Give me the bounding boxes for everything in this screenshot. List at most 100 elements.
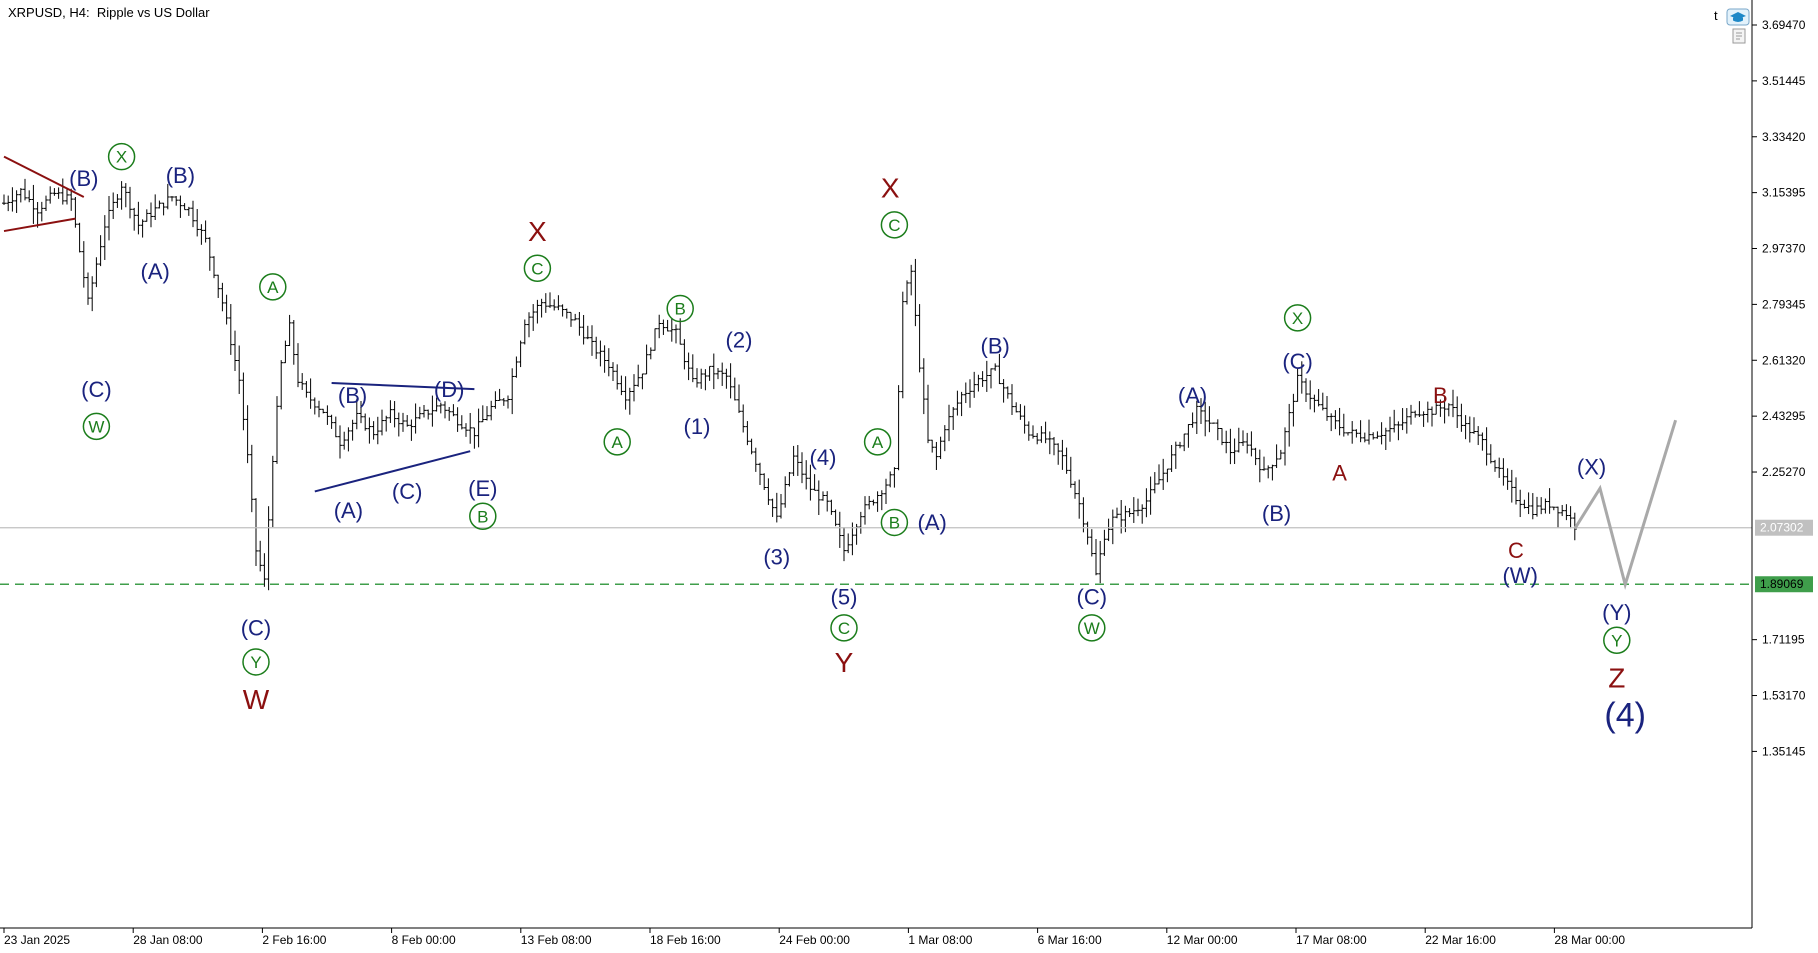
- x-tick-label: 28 Jan 08:00: [133, 933, 203, 947]
- wave-label: X: [881, 172, 900, 203]
- wave-label: A: [1332, 461, 1347, 486]
- x-tick-label: 24 Feb 00:00: [779, 933, 850, 947]
- wave-label: (C): [392, 479, 423, 504]
- wave-label-text: W: [1084, 619, 1100, 638]
- wave-label-text: (C): [241, 616, 272, 641]
- x-tick-label: 17 Mar 08:00: [1296, 933, 1367, 947]
- wave-label: W: [82, 412, 111, 441]
- wave-label-text: (A): [918, 510, 947, 535]
- wave-label: (A): [918, 510, 947, 535]
- wave-label: X: [1283, 304, 1312, 332]
- wave-label-circle: [469, 502, 497, 531]
- wave-label: (A): [1178, 383, 1207, 408]
- wave-label-text: Y: [250, 653, 261, 672]
- wave-label-text: A: [872, 433, 884, 452]
- wave-label: (5): [831, 585, 858, 610]
- wave-label: B: [1433, 383, 1448, 408]
- wave-label-text: (C): [392, 479, 423, 504]
- wave-label: W: [243, 684, 270, 715]
- wave-label-text: (A): [141, 259, 170, 284]
- wave-label: (A): [334, 498, 363, 523]
- wave-label: (C): [1077, 585, 1108, 610]
- wave-labels: (B)X(B)(A)(C)WA(B) (D)(A)(C) (E)B(C)YWXCBA…: [69, 142, 1646, 735]
- wave-label-circle: [259, 273, 287, 301]
- wave-label-circle: [1078, 614, 1106, 642]
- triangle-lower-line: [3, 217, 76, 233]
- wave-label: (Y): [1602, 600, 1631, 625]
- wave-label: C: [1508, 538, 1524, 563]
- current-price-label: 2.07302: [1760, 521, 1804, 535]
- wave-label-circle: [863, 428, 892, 456]
- wave-label-text: (Y): [1602, 600, 1631, 625]
- wave-label-text: (1): [684, 414, 711, 439]
- y-tick-label: 2.79345: [1762, 297, 1806, 311]
- wave-label: C: [523, 254, 552, 283]
- x-tick-label: 28 Mar 00:00: [1554, 933, 1625, 947]
- corner-controls[interactable]: t: [1714, 8, 1752, 44]
- wave-label-text: (B): [338, 383, 367, 408]
- wave-label-text: X: [1292, 309, 1303, 328]
- wave-label-text: (B): [166, 163, 195, 188]
- wave-label-text: A: [267, 278, 279, 297]
- wave-label-text: (X): [1577, 454, 1606, 479]
- wave-label-text: A: [1332, 461, 1347, 486]
- wave-label-text: (E): [468, 476, 497, 501]
- y-tick-label: 3.51445: [1762, 74, 1806, 88]
- wave-label-circle: [242, 648, 270, 676]
- x-tick-label: 12 Mar 00:00: [1167, 933, 1238, 947]
- wave-label: B: [666, 294, 694, 323]
- y-tick-label: 2.97370: [1762, 242, 1806, 256]
- wave-label: C: [830, 614, 858, 642]
- document-icon[interactable]: [1732, 28, 1746, 44]
- wave-label-circle: [830, 614, 858, 642]
- ohlc-bars: [2, 178, 1577, 591]
- wave-label: (C): [241, 616, 272, 641]
- wave-label: (D): [434, 377, 465, 402]
- wave-label-circle: [1603, 626, 1631, 655]
- wave-label-text: (C): [81, 377, 112, 402]
- wave-label: (3): [763, 544, 790, 569]
- y-tick-label: 1.53170: [1762, 689, 1806, 703]
- wave-label-text: X: [528, 216, 547, 247]
- y-tick-label: 2.25270: [1762, 465, 1806, 479]
- wave-label-text: (B): [1262, 501, 1291, 526]
- wave-label-text: (2): [726, 327, 753, 352]
- wave-label-text: B: [477, 507, 488, 526]
- wave-label-text: (5): [831, 585, 858, 610]
- wave-label: B: [880, 508, 909, 537]
- wave-label: (B): [338, 383, 367, 408]
- wave-label: A: [259, 273, 287, 301]
- wave-label: (4): [810, 445, 837, 470]
- y-tick-label: 3.69470: [1762, 18, 1806, 32]
- x-tick-label: 18 Feb 16:00: [650, 933, 721, 947]
- triangle-upper-line: [3, 155, 85, 198]
- graduation-cap-icon[interactable]: [1726, 8, 1750, 26]
- wave-label: (C): [1282, 349, 1313, 374]
- wave-label: (B): [166, 163, 195, 188]
- y-tick-label: 1.35145: [1762, 744, 1806, 758]
- wave-label-circle: [1283, 304, 1312, 332]
- projection-path: [1573, 419, 1678, 590]
- wave-label: A: [863, 428, 892, 456]
- wave-label-text: (B): [69, 166, 98, 191]
- wave-label-text: B: [1433, 383, 1448, 408]
- wave-label: A: [603, 428, 631, 456]
- x-tick-label: 23 Jan 2025: [4, 933, 70, 947]
- wave-label-circle: [107, 142, 136, 171]
- wave-label: Y: [1603, 626, 1631, 655]
- y-tick-label: 3.33420: [1762, 130, 1806, 144]
- wave-label: Z: [1608, 662, 1625, 693]
- wave-label: (1): [684, 414, 711, 439]
- wave-label-text: C: [1508, 538, 1524, 563]
- x-tick-label: 2 Feb 16:00: [262, 933, 326, 947]
- wave-label: X: [528, 216, 547, 247]
- wave-label-text: (D): [434, 377, 465, 402]
- wave-label-circle: [82, 412, 111, 441]
- wave-label-text: (4): [810, 445, 837, 470]
- wave-label: (X): [1577, 454, 1606, 479]
- y-tick-label: 2.43295: [1762, 409, 1806, 423]
- x-tick-label: 8 Feb 00:00: [392, 933, 456, 947]
